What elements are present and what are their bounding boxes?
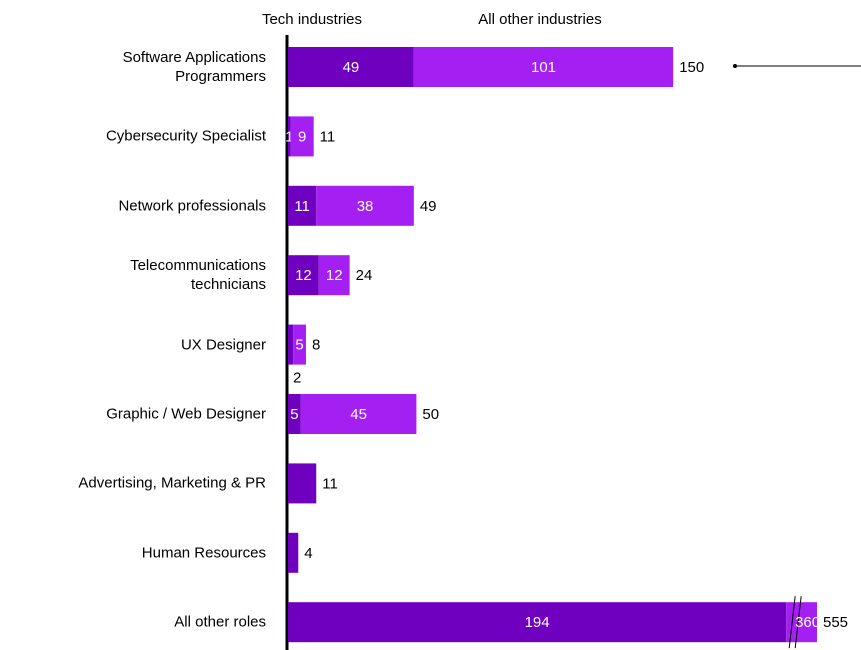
total-label: 150: [679, 59, 704, 76]
segment-label: 38: [357, 198, 374, 215]
category-label: All other roles: [174, 613, 266, 631]
category-label: Network professionals: [118, 197, 266, 215]
segment-label: 5: [290, 406, 298, 423]
bar-segment: [413, 47, 674, 87]
bar-segment: [290, 116, 314, 157]
total-label: 8: [312, 337, 320, 354]
category-label: Software Applications Programmers: [122, 49, 266, 85]
segment-label: 360: [795, 614, 820, 631]
bar-segment: [318, 255, 350, 296]
bar-segment: [293, 324, 306, 365]
total-label: 11: [322, 475, 338, 492]
total-label: 49: [420, 198, 437, 215]
segment-label: 101: [531, 59, 556, 76]
legend-label: All other industries: [478, 11, 601, 28]
bar-segment: [786, 602, 817, 643]
bar-segment: [288, 602, 787, 643]
segment-label: 2: [293, 370, 301, 387]
total-label: 50: [422, 406, 439, 423]
category-label: Advertising, Marketing & PR: [78, 474, 266, 492]
total-label: 24: [356, 267, 373, 284]
axis-break: [794, 596, 802, 649]
bar-segment: [288, 394, 301, 434]
annotation-dot: [733, 64, 737, 68]
category-label: UX Designer: [180, 336, 266, 354]
bar-segment: [300, 394, 417, 434]
category-label: Telecommunications technicians: [130, 257, 266, 294]
axis-break: [788, 596, 796, 649]
total-label: 11: [320, 128, 336, 145]
category-label: Cybersecurity Specialist: [105, 127, 266, 145]
total-label: 555: [823, 614, 848, 631]
bar-segment: [288, 47, 414, 87]
category-label: Human Resources: [141, 544, 266, 562]
segment-label: 194: [525, 614, 550, 631]
bar-segment: [288, 185, 317, 226]
segment-label: 12: [295, 267, 312, 284]
bar-segment: [288, 255, 319, 296]
total-label: 4: [304, 545, 312, 562]
segment-label: 1: [285, 128, 293, 145]
bar-segment: [288, 116, 291, 157]
segment-label: 45: [350, 406, 367, 423]
segment-label: 9: [298, 128, 306, 145]
segment-label: 5: [295, 337, 303, 354]
segment-label: 12: [326, 267, 343, 284]
bar-segment: [288, 324, 294, 365]
bar-segment: [288, 463, 317, 504]
bar-segment: [316, 185, 414, 226]
bar-segment: [288, 532, 299, 573]
segment-label: 11: [294, 198, 310, 215]
segment-label: 49: [343, 59, 360, 76]
legend-label: Tech industries: [262, 11, 362, 28]
category-label: Graphic / Web Designer: [106, 405, 266, 423]
